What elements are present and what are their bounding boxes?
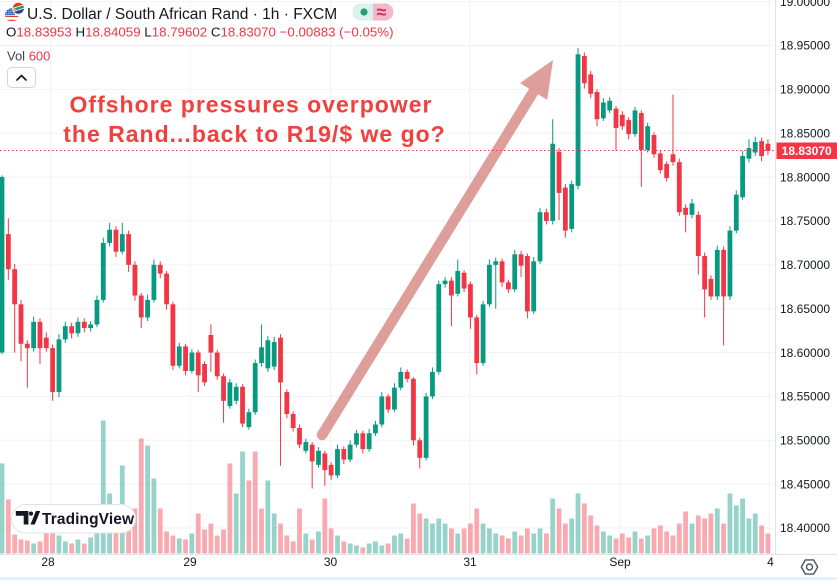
svg-text:30: 30 bbox=[324, 555, 338, 569]
svg-text:≈: ≈ bbox=[377, 2, 387, 22]
svg-text:18.50000: 18.50000 bbox=[780, 433, 830, 447]
svg-text:18.85000: 18.85000 bbox=[780, 126, 830, 140]
svg-text:28: 28 bbox=[41, 555, 55, 569]
svg-text:Sep: Sep bbox=[609, 555, 631, 569]
svg-text:18.40000: 18.40000 bbox=[780, 521, 830, 535]
svg-text:19.00000: 19.00000 bbox=[780, 0, 830, 9]
svg-text:18.83070: 18.83070 bbox=[782, 144, 832, 158]
svg-text:Offshore pressures overpower: Offshore pressures overpower bbox=[70, 92, 433, 118]
svg-text:18.55000: 18.55000 bbox=[780, 390, 830, 404]
svg-text:O18.83953 H18.84059 L18.79602: O18.83953 H18.84059 L18.79602 C18.83070 … bbox=[6, 25, 394, 40]
svg-text:TradingView: TradingView bbox=[42, 511, 135, 528]
svg-text:18.70000: 18.70000 bbox=[780, 258, 830, 272]
svg-text:18.90000: 18.90000 bbox=[780, 83, 830, 97]
svg-text:18.80000: 18.80000 bbox=[780, 170, 830, 184]
svg-text:18.95000: 18.95000 bbox=[780, 39, 830, 53]
svg-text:Vol 600: Vol 600 bbox=[7, 49, 50, 64]
svg-text:18.60000: 18.60000 bbox=[780, 346, 830, 360]
svg-text:the Rand...back to R19/$ we go: the Rand...back to R19/$ we go? bbox=[63, 121, 445, 147]
svg-text:U.S. Dollar / South African Ra: U.S. Dollar / South African Rand · 1h · … bbox=[27, 6, 337, 23]
svg-text:31: 31 bbox=[463, 555, 477, 569]
svg-text:18.65000: 18.65000 bbox=[780, 302, 830, 316]
svg-text:18.75000: 18.75000 bbox=[780, 214, 830, 228]
svg-text:29: 29 bbox=[183, 555, 197, 569]
svg-text:18.45000: 18.45000 bbox=[780, 477, 830, 491]
svg-text:4: 4 bbox=[767, 555, 774, 569]
